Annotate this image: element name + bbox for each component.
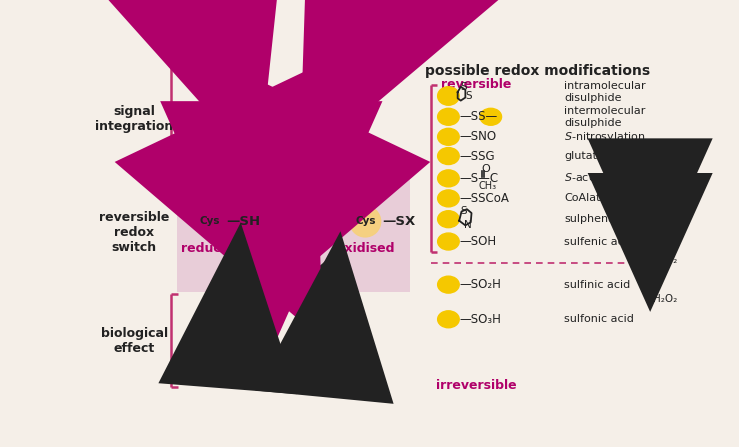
Text: signal
integration: signal integration: [95, 105, 174, 133]
Text: activity: activity: [180, 350, 224, 363]
Text: —SSG: —SSG: [459, 150, 495, 163]
Text: sulfinic acid: sulfinic acid: [564, 280, 630, 290]
Text: sulfonic acid: sulfonic acid: [564, 314, 634, 324]
Text: binding: binding: [322, 350, 367, 363]
Text: CoAlation: CoAlation: [564, 194, 617, 203]
Bar: [177, 173, 410, 292]
Text: sulfenic acid: sulfenic acid: [564, 236, 634, 246]
Text: reversible: reversible: [441, 78, 511, 91]
Ellipse shape: [480, 108, 502, 125]
Ellipse shape: [437, 108, 459, 125]
Ellipse shape: [437, 170, 459, 187]
Text: ratios of
redox couples: ratios of redox couples: [201, 80, 283, 108]
Text: —SH: —SH: [227, 215, 261, 228]
Circle shape: [350, 206, 381, 237]
Ellipse shape: [437, 276, 459, 293]
Text: CH₃: CH₃: [478, 181, 497, 191]
Text: ROS
levels: ROS levels: [322, 80, 356, 108]
Text: —SNO: —SNO: [459, 130, 497, 143]
Text: oxidised: oxidised: [336, 242, 395, 255]
Circle shape: [194, 206, 225, 237]
Text: localisation: localisation: [238, 363, 304, 376]
Ellipse shape: [437, 148, 459, 164]
Ellipse shape: [437, 128, 459, 145]
Ellipse shape: [437, 211, 459, 228]
Text: Cys: Cys: [200, 216, 220, 227]
Text: —SOH: —SOH: [459, 235, 497, 248]
Text: H₂O₂: H₂O₂: [653, 255, 678, 265]
Text: intermolecular
disulphide: intermolecular disulphide: [564, 106, 645, 127]
Text: N: N: [464, 219, 471, 230]
Text: S: S: [460, 206, 466, 216]
Text: S: S: [466, 91, 472, 101]
Text: —S—C: —S—C: [459, 172, 498, 185]
Text: —SO₃H: —SO₃H: [459, 313, 501, 326]
Ellipse shape: [437, 311, 459, 328]
Ellipse shape: [437, 87, 459, 105]
Text: —SS—: —SS—: [459, 110, 497, 123]
Text: Cys: Cys: [355, 216, 375, 227]
Text: H₂O₂: H₂O₂: [653, 294, 678, 304]
Text: biological
effect: biological effect: [101, 327, 168, 355]
Text: —SO₂H: —SO₂H: [459, 278, 501, 291]
Ellipse shape: [437, 233, 459, 250]
Text: intramolecular
disulphide: intramolecular disulphide: [564, 81, 646, 103]
Text: —SSCoA: —SSCoA: [459, 192, 509, 205]
Text: sulphenamide: sulphenamide: [564, 214, 643, 224]
Text: —SX: —SX: [382, 215, 415, 228]
Text: possible redox modifications: possible redox modifications: [425, 63, 650, 78]
Text: reduced: reduced: [181, 242, 238, 255]
Text: reversible
redox
switch: reversible redox switch: [99, 211, 169, 254]
Text: irreversible: irreversible: [436, 379, 517, 392]
Ellipse shape: [437, 190, 459, 207]
Text: $S$-acetylation: $S$-acetylation: [564, 171, 638, 186]
Text: $S$-nitrosylation: $S$-nitrosylation: [564, 130, 646, 144]
Text: O: O: [482, 164, 490, 174]
Text: S: S: [460, 82, 467, 92]
Text: glutathionylation: glutathionylation: [564, 151, 659, 161]
